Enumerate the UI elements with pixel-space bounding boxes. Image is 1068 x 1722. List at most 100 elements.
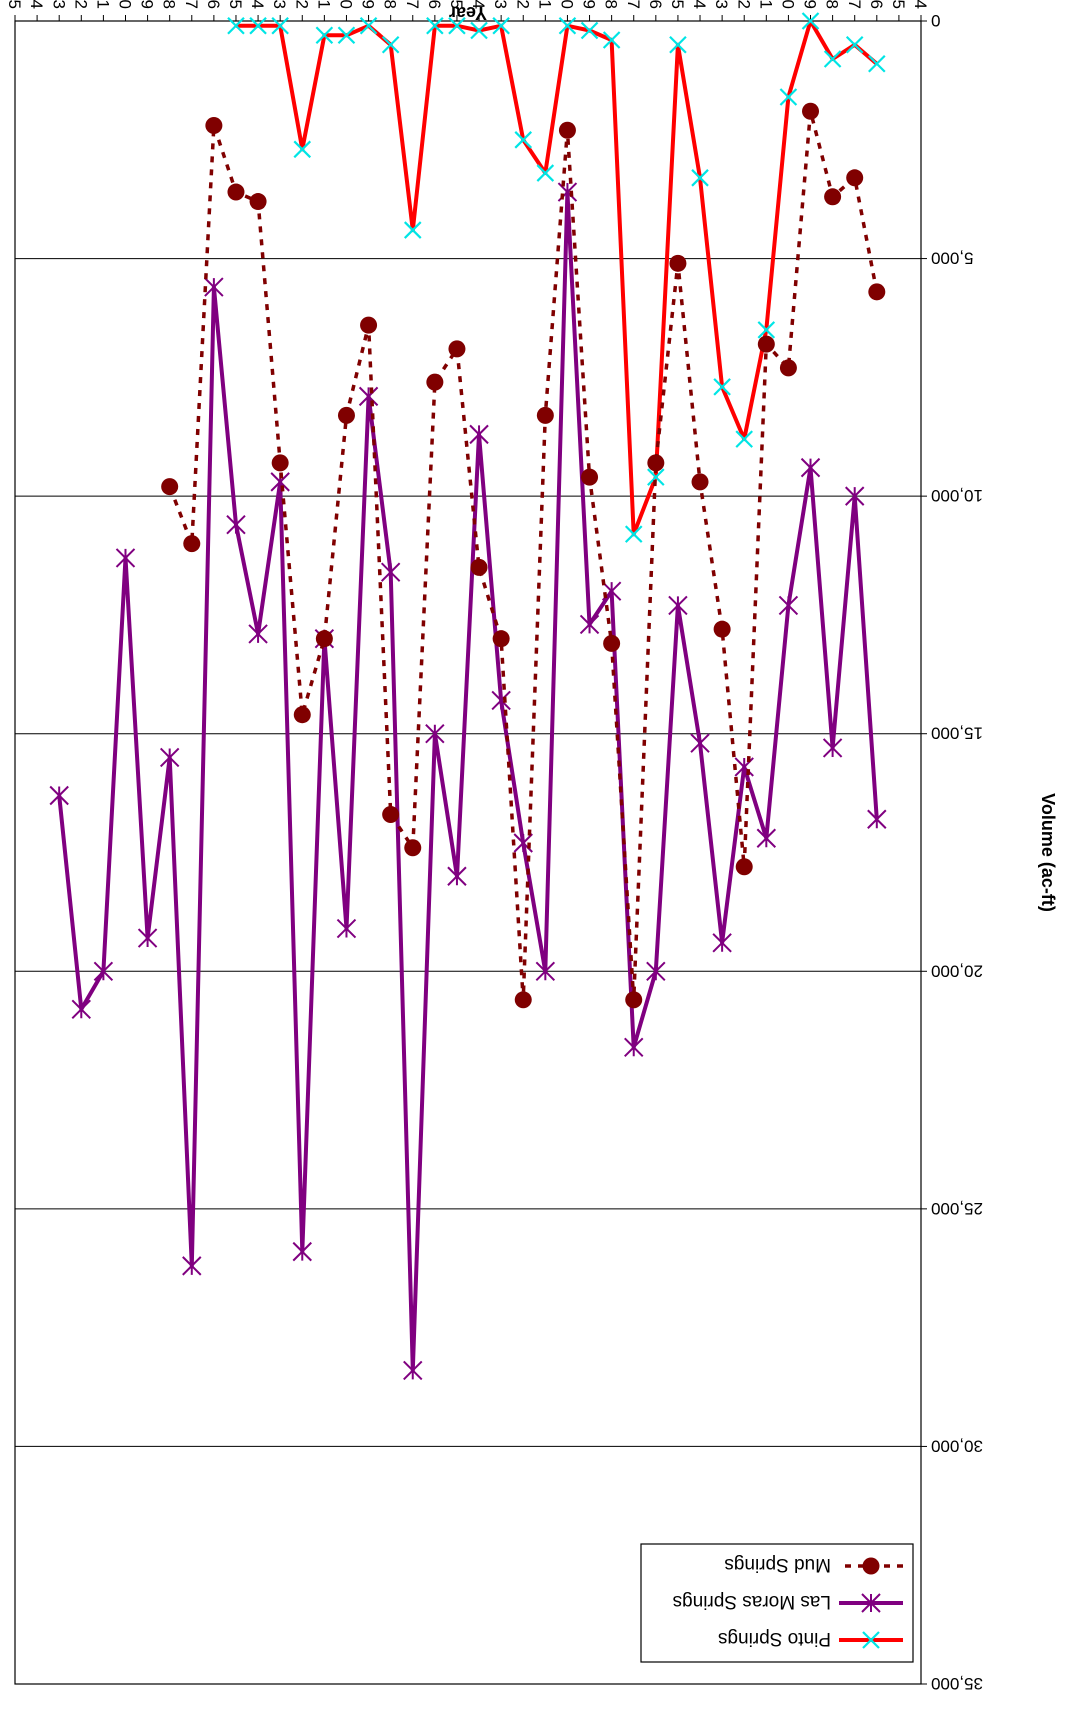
legend: Pinto Springs Las Moras Springs Mud Spring… (640, 1543, 914, 1663)
data-point (844, 486, 865, 506)
x-tick-label: 1997 (182, 0, 201, 9)
data-point (669, 35, 687, 54)
x-tick-label: 1999 (138, 0, 157, 9)
y-tick-label: 20,000 (931, 961, 983, 980)
data-point (536, 406, 554, 424)
data-point (713, 378, 731, 396)
data-point (426, 16, 444, 35)
data-point (691, 169, 709, 187)
series-layer (49, 12, 887, 1381)
x-tick-label: 1978 (602, 0, 621, 9)
data-point (404, 839, 422, 857)
x-tick-label: 1991 (314, 0, 333, 9)
x-tick-label: 1998 (160, 0, 179, 9)
x-tick-label: 1970 (778, 0, 797, 9)
x-tick-label: 1988 (381, 0, 400, 9)
data-point (226, 514, 246, 535)
y-tick-label: 35,000 (931, 1674, 983, 1693)
x-tick-label: 2000 (116, 0, 135, 9)
data-point (470, 21, 488, 40)
x-tick-label: 1977 (624, 0, 643, 9)
data-point (757, 335, 775, 353)
data-point (293, 706, 311, 724)
y-tick-label: 10,000 (931, 486, 983, 505)
series-pinto-springs (227, 12, 886, 543)
data-point (823, 50, 842, 68)
data-point (161, 478, 179, 496)
data-point (802, 102, 820, 120)
data-point (625, 991, 643, 1009)
data-point (448, 340, 466, 358)
data-point (756, 828, 777, 848)
data-point (115, 548, 136, 568)
series-line (236, 19, 879, 537)
data-point (536, 164, 555, 182)
data-point (846, 169, 864, 187)
data-point (868, 54, 886, 73)
data-point (382, 805, 400, 823)
data-point (271, 454, 289, 472)
data-point (713, 620, 731, 638)
x-tick-label: 1980 (557, 0, 576, 9)
y-tick-label: 5,000 (931, 249, 974, 268)
data-point (800, 457, 821, 478)
data-point (535, 961, 556, 981)
x-tick-label: 1966 (867, 0, 886, 9)
gridlines (15, 258, 921, 1447)
data-point (824, 188, 842, 206)
data-point (862, 1631, 880, 1649)
data-point (712, 933, 732, 953)
data-point (668, 595, 688, 616)
data-point (249, 193, 267, 211)
data-point (359, 16, 378, 35)
x-tick-label: 1986 (425, 0, 444, 9)
data-point (514, 991, 532, 1009)
x-tick-label: 1973 (712, 0, 731, 9)
data-point (669, 254, 687, 272)
data-point (861, 1593, 881, 1613)
data-point (778, 595, 799, 616)
axes: 0 5,000 10,000 15,000 20,000 25,000 30,000 35,0… (5, 0, 983, 1693)
data-point (514, 131, 533, 149)
data-point (358, 386, 379, 407)
x-tick-label: 1964 (911, 0, 930, 9)
y-axis-title: Volume (ac-ft) (1038, 793, 1058, 912)
data-point (558, 16, 577, 35)
data-point (469, 424, 489, 445)
data-point (491, 690, 511, 711)
x-axis-title: Year (449, 3, 487, 23)
x-tick-label: 1994 (248, 0, 267, 9)
data-point (205, 117, 223, 135)
data-point (868, 283, 886, 301)
y-tick-label: 30,000 (931, 1436, 983, 1455)
data-point (602, 31, 621, 49)
data-point (183, 535, 201, 553)
x-tick-label: 1981 (535, 0, 554, 9)
y-tick-label: 0 (931, 11, 940, 30)
data-point (779, 359, 797, 377)
data-point (845, 35, 864, 54)
data-point (426, 373, 444, 391)
data-point (403, 1360, 423, 1381)
y-tick-label: 25,000 (931, 1199, 983, 1218)
data-point (381, 35, 400, 54)
x-tick-label: 1995 (226, 0, 245, 9)
data-point (448, 16, 466, 35)
data-point (315, 26, 334, 45)
x-tick-label: 1989 (359, 0, 378, 9)
data-point (470, 558, 488, 576)
y-tick-label: 15,000 (931, 724, 983, 743)
x-tick-label: 2001 (93, 0, 112, 9)
data-point (513, 833, 533, 853)
data-point (735, 430, 753, 448)
data-point (647, 454, 665, 472)
data-point (580, 21, 599, 40)
data-point (603, 634, 621, 652)
data-point (624, 1037, 644, 1058)
x-tick-label: 1968 (823, 0, 842, 9)
legend-label: Las Moras Springs (673, 1591, 831, 1612)
data-point (867, 809, 887, 829)
x-tick-label: 1992 (292, 0, 311, 9)
